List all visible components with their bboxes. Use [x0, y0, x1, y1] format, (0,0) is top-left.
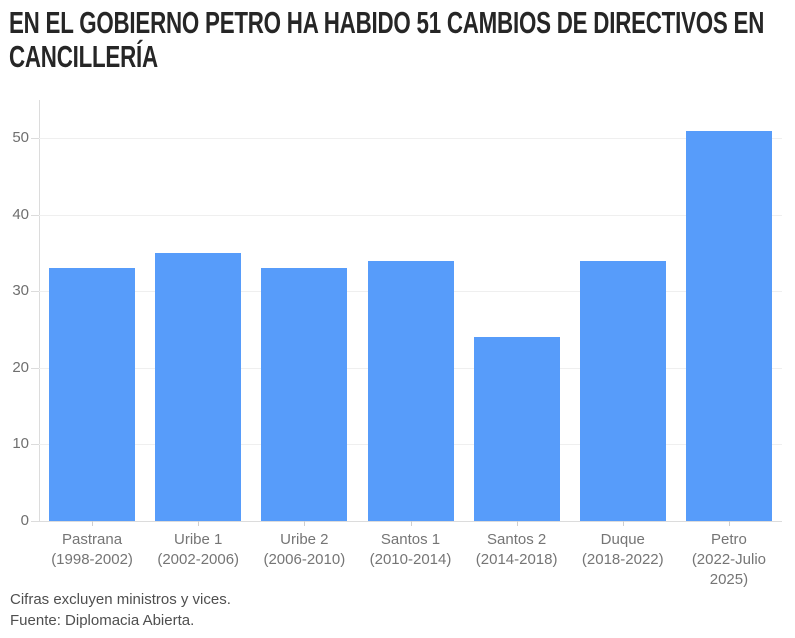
- footer-note: Cifras excluyen ministros y vices.: [10, 591, 231, 608]
- x-axis-tick: [92, 521, 94, 526]
- x-axis-tick: [516, 521, 518, 526]
- chart-title-line-2: CANCILLERÍA: [9, 39, 158, 74]
- y-axis-tick-label: 0: [20, 512, 29, 529]
- x-axis-tick: [304, 521, 306, 526]
- x-axis-category-label: Santos 1 (2010-2014): [369, 531, 452, 568]
- x-axis-tick: [410, 521, 412, 526]
- y-axis-tick-label: 40: [12, 205, 29, 223]
- y-axis-tick: [31, 521, 39, 522]
- x-axis-category-label: Uribe 2 (2006-2010): [263, 531, 346, 568]
- x-axis-tick: [728, 521, 730, 526]
- bar-santos-2: [473, 337, 560, 521]
- bar-uribe-1: [155, 253, 242, 521]
- x-axis-category-label: Petro (2022-Julio 2025): [691, 531, 767, 588]
- y-axis-tick-label: 20: [12, 358, 29, 376]
- x-axis-category-label: Santos 2 (2014-2018): [475, 531, 558, 568]
- x-axis-tick: [622, 521, 624, 526]
- y-axis-line: [39, 100, 40, 521]
- bar-duque: [579, 260, 666, 521]
- x-axis-category-label: Duque (2018-2022): [581, 531, 664, 568]
- y-axis-tick: [31, 367, 39, 369]
- chart-title: EN EL GOBIERNO PETRO HA HABIDO 51 CAMBIO…: [9, 6, 795, 74]
- y-axis-tick-label: 50: [12, 129, 29, 147]
- bar-uribe-2: [261, 268, 348, 521]
- y-axis-tick-label: 30: [12, 282, 29, 300]
- y-axis-tick-label: 10: [12, 435, 29, 453]
- bar-petro: [685, 130, 772, 521]
- footer-source: Fuente: Diplomacia Abierta.: [10, 612, 195, 629]
- bar-santos-1: [367, 260, 454, 521]
- chart-footer: Cifras excluyen ministros y vices. Fuent…: [10, 589, 231, 631]
- chart-title-line-1: EN EL GOBIERNO PETRO HA HABIDO 51 CAMBIO…: [9, 5, 765, 40]
- bar-pastrana: [49, 268, 136, 521]
- y-axis-tick: [31, 444, 39, 446]
- gridline: [39, 214, 782, 216]
- gridline: [39, 138, 782, 140]
- x-axis-tick: [198, 521, 200, 526]
- x-axis-category-label: Pastrana (1998-2002): [51, 531, 133, 568]
- y-axis-tick: [31, 214, 39, 216]
- x-axis-category-label: Uribe 1 (2002-2006): [157, 531, 240, 568]
- bar-chart-plot-area: 0 10 20 30 40 50 Pastrana (1998-2002) Uribe 1 (…: [12, 100, 782, 588]
- y-axis-tick: [31, 138, 39, 140]
- y-axis-tick: [31, 291, 39, 293]
